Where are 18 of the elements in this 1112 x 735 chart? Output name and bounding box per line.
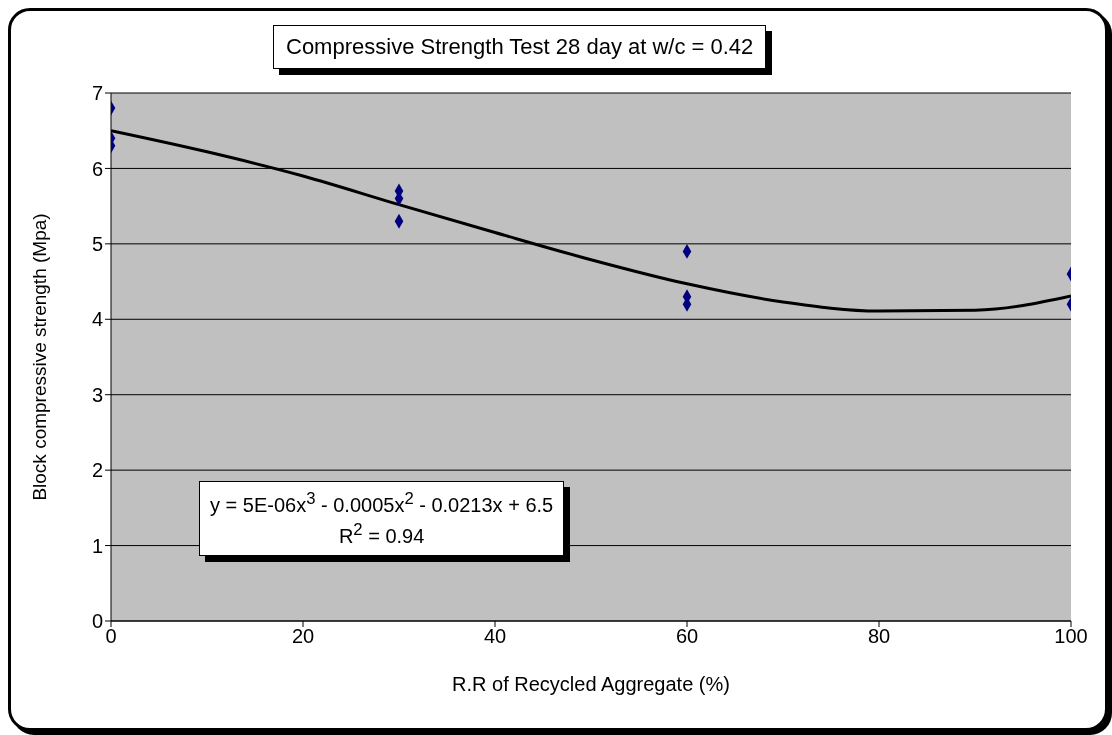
chart-title: Compressive Strength Test 28 day at w/c = 0.42 [273, 25, 767, 69]
x-tick-label: 100 [1054, 625, 1088, 648]
y-tick-label: 6 [91, 157, 103, 180]
y-tick-label: 2 [91, 459, 103, 482]
y-tick-label: 3 [91, 383, 103, 406]
y-tick-label: 0 [91, 610, 103, 633]
x-tick-label: 60 [675, 625, 699, 648]
y-tick-label: 4 [91, 308, 103, 331]
y-axis-title: Block compressive strength (Mpa) [28, 213, 50, 501]
x-tick-label: 40 [483, 625, 507, 648]
x-tick-label: 80 [867, 625, 891, 648]
y-tick-label: 1 [91, 534, 103, 557]
text: y = 5E-06x$^{3}$ - 0.0005x$^{2}$ - 0.0213x + 6.5 R$^{2}$ = 0.94 [210, 489, 554, 547]
y-tick-label: 7 [91, 82, 103, 105]
y-tick-label: 5 [91, 232, 103, 255]
x-axis-title: R.R of Recycled Aggregate (%) [452, 673, 730, 695]
x-tick-label: 20 [291, 625, 315, 648]
x-tick-label: 0 [105, 625, 117, 648]
